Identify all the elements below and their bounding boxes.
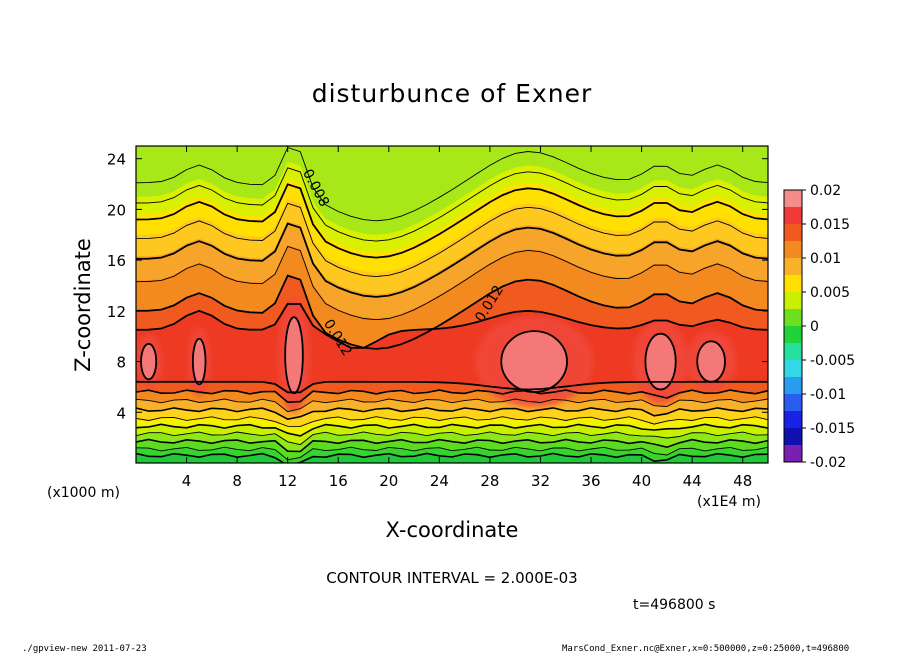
colorbar-label: -0.02	[810, 455, 846, 471]
colorbar: 0.02 0.015 0.01 0.005 0 -0.005 -0.01 -0.015 -0.0…	[783, 183, 855, 471]
colorbar-swatch	[784, 445, 802, 463]
contour-line-upper	[136, 183, 768, 259]
contour-line-upper	[136, 202, 768, 278]
contour-line-max-bottom	[136, 380, 768, 394]
colorbar-swatch	[784, 326, 802, 344]
maximum-cores	[136, 298, 737, 413]
contour-line-lower	[136, 416, 768, 427]
colorbar-label: 0.015	[810, 217, 850, 233]
colorbar-swatch	[784, 224, 802, 242]
contour-interval-text: CONTOUR INTERVAL = 2.000E-03	[326, 569, 577, 587]
colorbar-label: 0	[810, 319, 819, 335]
contour-line-lower	[136, 438, 768, 453]
x-tick-label: 12	[278, 472, 297, 490]
x-tick-label: 36	[581, 472, 600, 490]
y-axis: 4 8 12 16 20 24	[107, 151, 768, 422]
contour-line-upper	[136, 167, 768, 242]
contour-line-max-top	[136, 302, 768, 349]
x-tick-label: 4	[182, 472, 192, 490]
contour-lines	[136, 146, 768, 463]
x-axis-title: X-coordinate	[386, 518, 519, 542]
x-tick-label: 32	[531, 472, 550, 490]
x-tick-label: 24	[430, 472, 449, 490]
colorbar-swatch	[784, 360, 802, 378]
colorbar-label: 0.005	[810, 285, 850, 301]
colorbar-label: 0.02	[810, 183, 841, 199]
colorbar-swatch	[784, 343, 802, 361]
plot-frame	[135, 145, 769, 464]
contour-line-upper	[136, 146, 768, 222]
x-unit-left: (x1000 m)	[47, 485, 120, 501]
colorbar-swatch	[784, 241, 802, 259]
plot-area	[136, 146, 768, 463]
colorbar-swatch	[784, 309, 802, 327]
colorbar-swatch	[784, 190, 802, 208]
contour-line-upper	[136, 222, 768, 298]
chart-title: disturbunce of Exner	[312, 79, 593, 108]
colorbar-label: -0.005	[810, 353, 855, 369]
x-axis: 4 8 12 16 20 24 28 32 36 40 44 48	[182, 146, 752, 490]
y-axis-title: Z-coordinate	[71, 238, 95, 372]
core-max	[644, 332, 677, 391]
colorbar-swatch	[784, 207, 802, 225]
contour-line-lower	[136, 446, 768, 461]
contour-line-upper	[136, 245, 768, 321]
y-tick-label: 12	[107, 303, 126, 321]
colorbar-swatch	[784, 292, 802, 310]
colorbar-label: -0.015	[810, 421, 855, 437]
contour-line-lower	[136, 431, 768, 446]
x-tick-label: 40	[632, 472, 651, 490]
y-tick-label: 4	[116, 404, 126, 422]
contour-line-lower	[136, 423, 768, 437]
y-tick-label: 16	[107, 252, 126, 270]
x-tick-label: 48	[733, 472, 752, 490]
core-max	[140, 342, 158, 381]
x-tick-label: 8	[232, 472, 242, 490]
x-tick-label: 20	[379, 472, 398, 490]
colorbar-swatch	[784, 258, 802, 276]
contour-line-lower	[136, 452, 768, 463]
colorbar-swatch	[784, 411, 802, 429]
contour-line-upper	[136, 274, 768, 350]
core-max	[696, 340, 726, 383]
contour-line-lower	[136, 407, 768, 421]
y-tick-label: 8	[116, 354, 126, 372]
contour-line-lower	[136, 389, 768, 404]
y-tick-label: 24	[107, 151, 126, 169]
colorbar-label: -0.01	[810, 387, 846, 403]
x-unit-right: (x1E4 m)	[697, 494, 761, 510]
core-max	[284, 316, 304, 395]
x-tick-label: 44	[683, 472, 702, 490]
colorbar-swatch	[784, 394, 802, 412]
core-max	[500, 330, 568, 393]
x-tick-label: 16	[329, 472, 348, 490]
contour-line-lower	[136, 398, 768, 413]
band-upper	[136, 146, 768, 235]
time-label: t=496800 s	[633, 597, 715, 613]
x-tick-label: 28	[480, 472, 499, 490]
colorbar-label: 0.01	[810, 251, 841, 267]
footer-left: ./gpview-new 2011-07-23	[22, 644, 147, 654]
colorbar-swatch	[784, 275, 802, 293]
core-max	[191, 337, 207, 386]
colorbar-swatch	[784, 377, 802, 395]
footer-right: MarsCond_Exner.nc@Exner,x=0:500000,z=0:2…	[562, 644, 849, 654]
colorbar-swatch	[784, 428, 802, 446]
y-tick-label: 20	[107, 201, 126, 219]
band-lower	[136, 453, 768, 463]
